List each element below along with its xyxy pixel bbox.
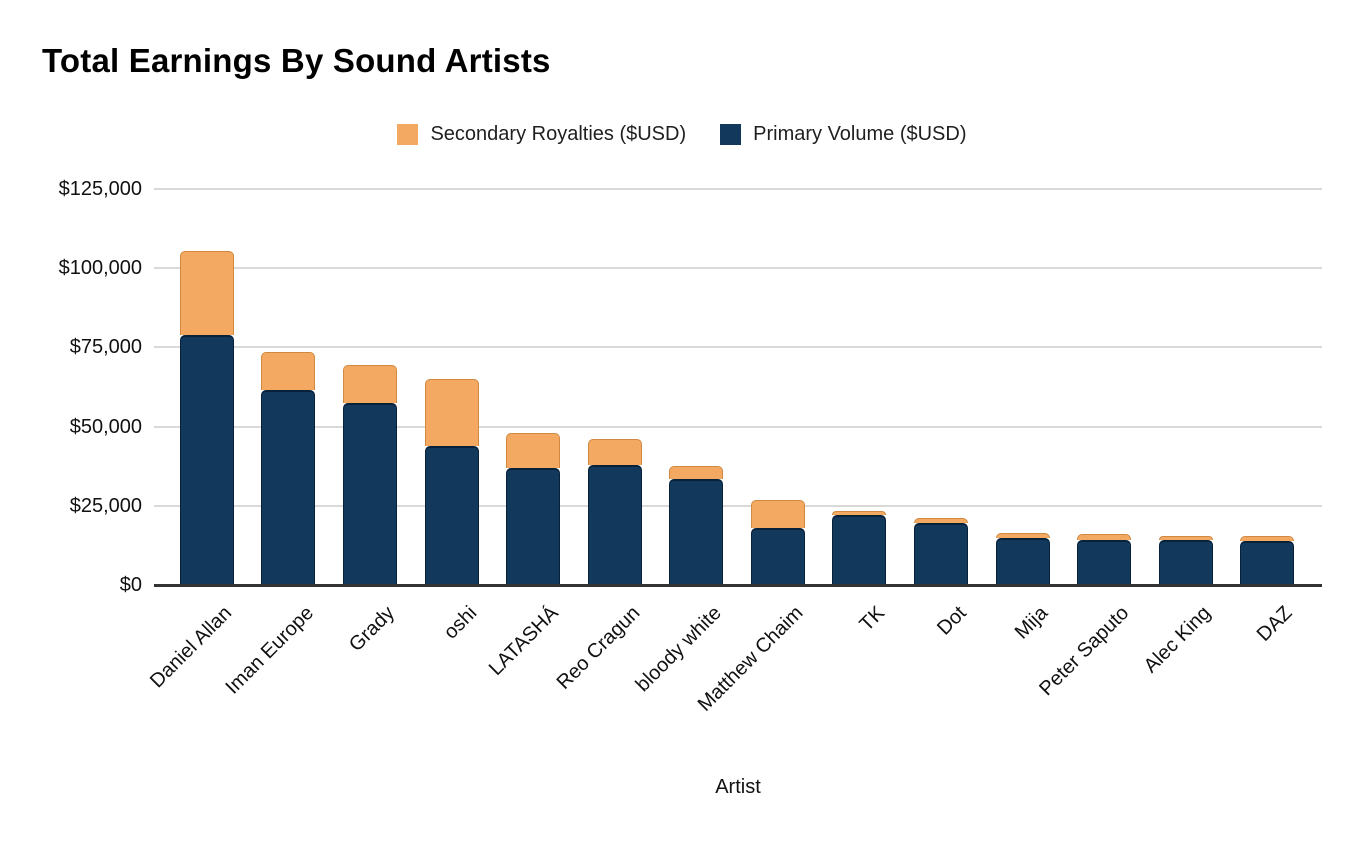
stacked-bar	[1240, 535, 1295, 585]
bar-segment-secondary-royalties	[1077, 534, 1132, 540]
bar-segment-primary-volume	[750, 528, 805, 585]
bar-segment-primary-volume	[342, 402, 397, 585]
bar-segment-secondary-royalties	[750, 499, 805, 528]
bar-segment-primary-volume	[1158, 540, 1213, 585]
bar-segment-primary-volume	[669, 478, 724, 585]
bar-slot: Iman Europe	[221, 189, 330, 699]
bar-segment-secondary-royalties	[1158, 535, 1213, 540]
stacked-bar	[261, 352, 316, 585]
y-axis-tick-label: $50,000	[69, 415, 142, 438]
bar-segment-secondary-royalties	[424, 379, 479, 446]
bar-segment-secondary-royalties	[995, 532, 1050, 538]
x-axis-title: Artist	[715, 776, 761, 798]
bar-segment-primary-volume	[261, 390, 316, 585]
bar-segment-primary-volume	[179, 334, 234, 585]
stacked-bar	[913, 518, 968, 585]
gridline	[154, 504, 1322, 507]
bar-slot: Peter Saputo	[1036, 189, 1145, 700]
y-axis-tick-label: $100,000	[58, 257, 142, 280]
stacked-bar	[669, 466, 724, 585]
bar-segment-secondary-royalties	[1240, 535, 1295, 542]
stacked-bar	[179, 250, 234, 585]
stacked-bar	[587, 439, 642, 585]
bar-slot: LATASHÁ	[485, 189, 574, 680]
legend-label-secondary: Secondary Royalties ($USD)	[430, 122, 687, 145]
bar-slot: Daniel Allan	[146, 189, 248, 692]
bar-segment-primary-volume	[587, 464, 642, 585]
bar-segment-primary-volume	[1240, 541, 1295, 585]
bar-slot: Mija	[982, 189, 1064, 643]
y-axis-tick-label: $125,000	[58, 178, 142, 200]
bar-segment-secondary-royalties	[342, 364, 397, 403]
bar-segment-secondary-royalties	[913, 518, 968, 524]
legend-swatch-primary-icon	[720, 123, 742, 145]
legend: Secondary Royalties ($USD) Primary Volum…	[0, 121, 1364, 147]
bar-segment-secondary-royalties	[506, 433, 561, 468]
bar-slot: Matthew Chaim	[694, 189, 819, 716]
gridline	[154, 267, 1322, 270]
stacked-bar	[506, 433, 561, 585]
chart-title: Total Earnings By Sound Artists	[42, 42, 551, 79]
x-axis-line	[154, 584, 1322, 587]
bar-slot: Grady	[329, 189, 411, 656]
bar-segment-primary-volume	[1077, 540, 1132, 585]
y-axis-tick-label: $75,000	[69, 336, 142, 359]
bar-segment-secondary-royalties	[587, 439, 642, 465]
bar-slot: Reo Cragun	[552, 189, 656, 694]
bar-segment-primary-volume	[995, 537, 1050, 585]
bar-segment-primary-volume	[506, 467, 561, 585]
plot-area: Daniel Allan Iman Europe Grady oshi LATASHÁ R…	[146, 189, 1322, 716]
gridline	[154, 346, 1322, 349]
stacked-bar	[342, 364, 397, 585]
bar-slot: Dot	[900, 189, 982, 640]
y-axis-tick-label: $25,000	[69, 494, 142, 517]
bar-slot: bloody white	[632, 189, 737, 696]
bar-segment-primary-volume	[913, 523, 968, 585]
stacked-bar	[832, 510, 887, 585]
legend-item-secondary-royalties: Secondary Royalties ($USD)	[397, 121, 686, 147]
bar-slot: DAZ	[1227, 189, 1309, 646]
bar-segment-primary-volume	[424, 445, 479, 585]
bar-slot: oshi	[411, 189, 493, 644]
stacked-bar	[750, 499, 805, 585]
legend-label-primary: Primary Volume ($USD)	[753, 122, 967, 145]
bar-segment-secondary-royalties	[261, 352, 316, 391]
bar-segment-secondary-royalties	[669, 466, 724, 479]
legend-item-primary-volume: Primary Volume ($USD)	[720, 121, 967, 147]
stacked-bar	[424, 379, 479, 585]
bar-segment-secondary-royalties	[179, 250, 234, 335]
bar-slot: TK	[819, 189, 901, 636]
stacked-bar	[995, 532, 1050, 585]
y-axis-tick-label: $0	[119, 574, 142, 596]
bar-slot: Alec King	[1140, 189, 1227, 677]
bar-segment-primary-volume	[832, 515, 887, 585]
legend-swatch-secondary-icon	[397, 123, 419, 145]
stacked-bar	[1158, 535, 1213, 585]
stacked-bar	[1077, 534, 1132, 585]
gridline	[154, 188, 1322, 190]
gridline	[154, 425, 1322, 428]
